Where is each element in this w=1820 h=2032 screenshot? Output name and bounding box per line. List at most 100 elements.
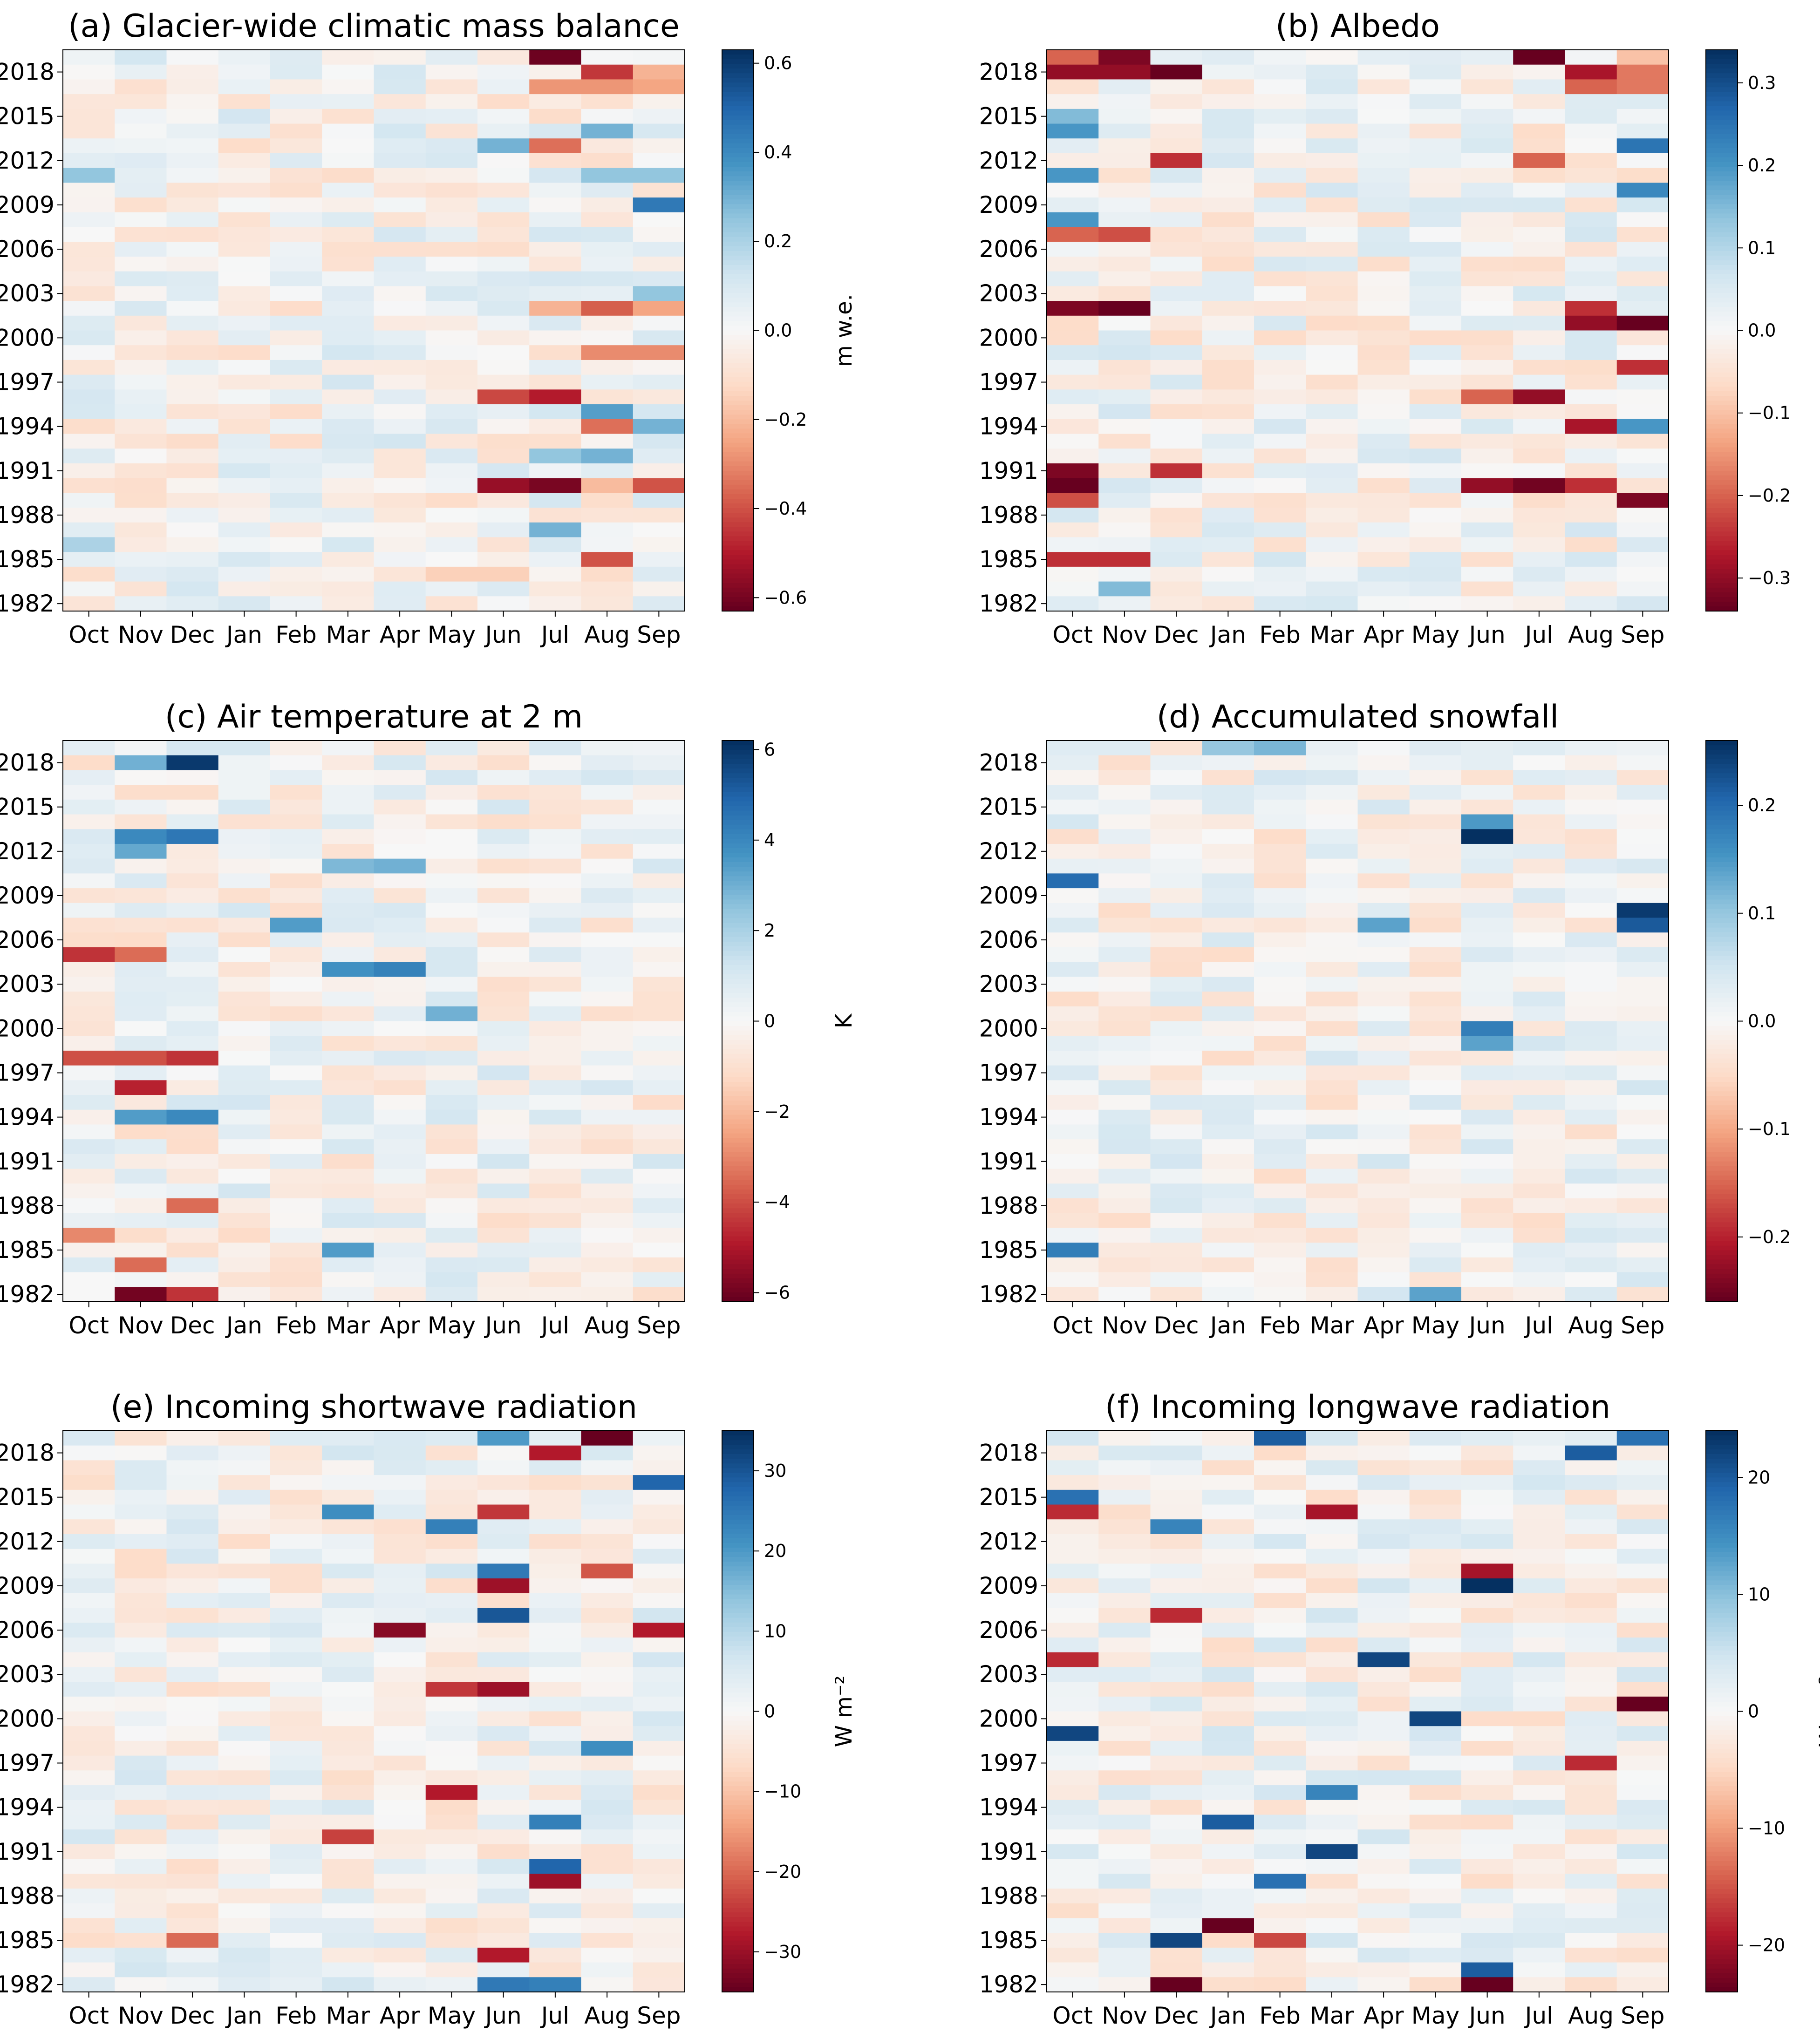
heatmap-cell: [1565, 1947, 1617, 1963]
heatmap-cell: [1306, 1489, 1358, 1505]
colorbar-segment: [722, 1496, 754, 1502]
heatmap-cell: [425, 1770, 478, 1786]
heatmap-cell: [1098, 1124, 1151, 1140]
heatmap-cell: [581, 153, 634, 169]
colorbar-segment: [1706, 1505, 1738, 1511]
colorbar-segment: [1706, 792, 1738, 797]
heatmap-cell: [581, 1080, 634, 1095]
heatmap-cell: [477, 1770, 530, 1786]
heatmap-cell: [218, 1198, 271, 1214]
colorbar-segment: [722, 1870, 754, 1876]
colorbar-segment: [722, 1936, 754, 1941]
heatmap-cell: [270, 522, 322, 538]
x-tick-label: Jan: [1209, 1312, 1246, 1339]
heatmap-cell: [1254, 478, 1306, 493]
heatmap-cell: [425, 962, 478, 977]
colorbar-segment: [722, 1096, 754, 1101]
heatmap-cell: [529, 1139, 582, 1155]
heatmap-cell: [633, 493, 685, 508]
heatmap-cell: [374, 1593, 426, 1609]
colorbar-segment: [1706, 1161, 1738, 1167]
heatmap-cell: [270, 1213, 322, 1229]
heatmap-cell: [477, 1445, 530, 1461]
heatmap-cell: [1461, 566, 1513, 582]
colorbar-segment: [722, 1748, 754, 1754]
heatmap-cell: [1098, 1844, 1151, 1860]
heatmap-cell: [1409, 741, 1462, 756]
colorbar-label: W m⁻²: [1815, 1675, 1820, 1747]
heatmap-cell: [322, 345, 375, 360]
heatmap-cell: [1047, 1228, 1099, 1243]
colorbar-segment: [1706, 1917, 1738, 1923]
heatmap-cell: [115, 301, 167, 316]
colorbar-segment: [1706, 1912, 1738, 1918]
heatmap-cell: [1150, 478, 1203, 493]
heatmap-cell: [1047, 463, 1099, 479]
heatmap-cell: [1565, 917, 1617, 933]
heatmap-cell: [1357, 212, 1410, 228]
heatmap-cell: [270, 1021, 322, 1036]
heatmap-cell: [1513, 596, 1566, 612]
heatmap-cell: [218, 345, 271, 360]
heatmap-cell: [1565, 508, 1617, 523]
heatmap-cell: [1409, 1977, 1462, 1992]
heatmap-cell: [529, 1154, 582, 1169]
colorbar-segment: [722, 1683, 754, 1689]
heatmap-cell: [218, 1065, 271, 1081]
heatmap-cell: [63, 286, 115, 301]
heatmap-cell: [374, 1637, 426, 1653]
colorbar-tick-label: −0.3: [1748, 568, 1791, 588]
heatmap-cell: [1150, 537, 1203, 552]
heatmap-cell: [1306, 1183, 1358, 1199]
heatmap-cell: [1513, 1903, 1566, 1919]
heatmap-cell: [218, 463, 271, 479]
colorbar-segment: [1706, 946, 1738, 951]
colorbar-segment: [1706, 54, 1738, 60]
heatmap-cell: [1254, 1183, 1306, 1199]
heatmap-cell: [529, 1287, 582, 1302]
heatmap-cell: [1306, 1637, 1358, 1653]
heatmap-cell: [1461, 1933, 1513, 1948]
heatmap-cell: [1357, 1213, 1410, 1229]
heatmap-cell: [270, 138, 322, 154]
heatmap-cell: [581, 1962, 634, 1978]
heatmap-cell: [1098, 858, 1151, 874]
heatmap-cell: [1254, 94, 1306, 109]
heatmap-cell: [1565, 1124, 1617, 1140]
heatmap-cell: [1047, 1740, 1099, 1756]
heatmap-cell: [1306, 1475, 1358, 1490]
colorbar-segment: [1706, 1931, 1738, 1937]
heatmap-cell: [322, 581, 375, 597]
heatmap-cell: [1098, 301, 1151, 316]
heatmap-cell: [115, 153, 167, 169]
heatmap-cell: [529, 1977, 582, 1992]
y-tick-label: 2003: [0, 280, 55, 307]
heatmap-cell: [1409, 1549, 1462, 1564]
heatmap-cell: [1461, 1711, 1513, 1726]
heatmap-cell: [218, 508, 271, 523]
heatmap-cell: [1306, 64, 1358, 80]
heatmap-cell: [1254, 741, 1306, 756]
heatmap-cell: [1306, 755, 1358, 771]
heatmap-cell: [477, 227, 530, 242]
heatmap-cell: [63, 903, 115, 918]
y-tick-label: 1985: [0, 1927, 55, 1954]
heatmap-cell: [477, 1578, 530, 1594]
colorbar-segment: [722, 1175, 754, 1181]
colorbar-segment: [1706, 782, 1738, 788]
heatmap-cell: [529, 315, 582, 331]
heatmap-cell: [1254, 977, 1306, 992]
heatmap-cell: [270, 947, 322, 963]
colorbar-segment: [722, 316, 754, 322]
colorbar-tick-label: −0.6: [764, 587, 807, 608]
heatmap-cell: [425, 242, 478, 257]
heatmap-cell: [1254, 434, 1306, 449]
colorbar-segment: [1706, 1777, 1738, 1782]
heatmap-cell: [477, 1243, 530, 1258]
heatmap-cell: [166, 785, 219, 800]
heatmap-cell: [1098, 977, 1151, 992]
colorbar-segment: [722, 1101, 754, 1106]
heatmap-cell: [63, 799, 115, 815]
colorbar-segment: [1706, 489, 1738, 495]
heatmap-cell: [1357, 1933, 1410, 1948]
